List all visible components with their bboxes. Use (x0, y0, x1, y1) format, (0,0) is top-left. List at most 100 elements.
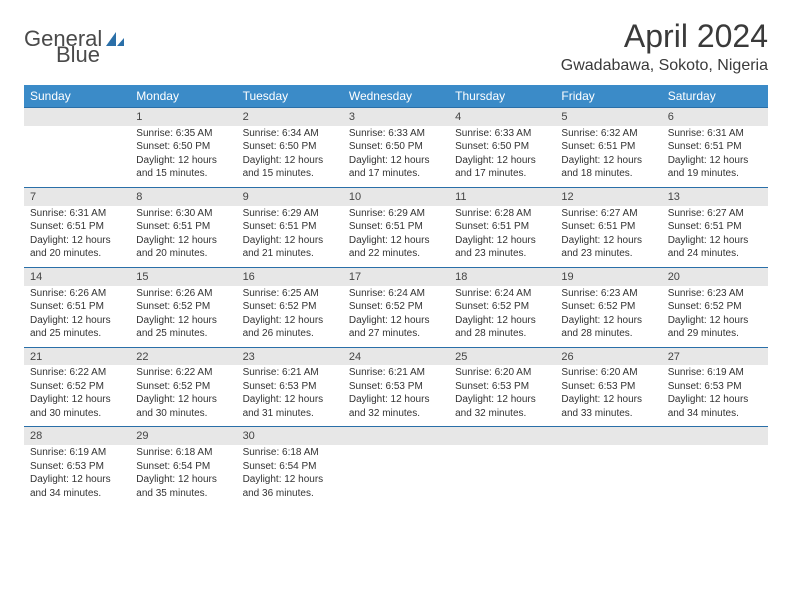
day-number-cell: 17 (343, 267, 449, 285)
day-number-cell: 5 (555, 108, 661, 126)
day-detail-cell: Sunrise: 6:26 AMSunset: 6:51 PMDaylight:… (24, 286, 130, 348)
day-detail-cell: Sunrise: 6:23 AMSunset: 6:52 PMDaylight:… (662, 286, 768, 348)
sunrise-text: Sunrise: 6:29 AM (243, 207, 337, 221)
sunrise-text: Sunrise: 6:30 AM (136, 207, 230, 221)
day-number-cell: 27 (662, 347, 768, 365)
daylight-text: Daylight: 12 hours and 28 minutes. (561, 314, 655, 341)
sunset-text: Sunset: 6:52 PM (243, 300, 337, 314)
day-number-cell: 16 (237, 267, 343, 285)
daylight-text: Daylight: 12 hours and 20 minutes. (136, 234, 230, 261)
day-number-cell: 7 (24, 187, 130, 205)
day-detail-cell (662, 445, 768, 506)
sunrise-text: Sunrise: 6:33 AM (349, 127, 443, 141)
sunrise-text: Sunrise: 6:19 AM (668, 366, 762, 380)
day-detail-cell: Sunrise: 6:22 AMSunset: 6:52 PMDaylight:… (130, 365, 236, 427)
sunset-text: Sunset: 6:54 PM (243, 460, 337, 474)
sunset-text: Sunset: 6:52 PM (668, 300, 762, 314)
sunset-text: Sunset: 6:53 PM (668, 380, 762, 394)
calendar-page: General April 2024 Gwadabawa, Sokoto, Ni… (0, 0, 792, 506)
day-detail-cell: Sunrise: 6:30 AMSunset: 6:51 PMDaylight:… (130, 206, 236, 268)
daylight-text: Daylight: 12 hours and 33 minutes. (561, 393, 655, 420)
sunrise-text: Sunrise: 6:26 AM (136, 287, 230, 301)
location-text: Gwadabawa, Sokoto, Nigeria (561, 57, 768, 75)
day-detail-cell: Sunrise: 6:21 AMSunset: 6:53 PMDaylight:… (237, 365, 343, 427)
day-detail-cell: Sunrise: 6:20 AMSunset: 6:53 PMDaylight:… (449, 365, 555, 427)
day-number-row: 78910111213 (24, 187, 768, 205)
daylight-text: Daylight: 12 hours and 30 minutes. (30, 393, 124, 420)
sunrise-text: Sunrise: 6:26 AM (30, 287, 124, 301)
day-number-row: 21222324252627 (24, 347, 768, 365)
sunset-text: Sunset: 6:53 PM (243, 380, 337, 394)
sunrise-text: Sunrise: 6:32 AM (561, 127, 655, 141)
daylight-text: Daylight: 12 hours and 29 minutes. (668, 314, 762, 341)
day-detail-row: Sunrise: 6:22 AMSunset: 6:52 PMDaylight:… (24, 365, 768, 427)
day-detail-cell: Sunrise: 6:23 AMSunset: 6:52 PMDaylight:… (555, 286, 661, 348)
day-detail-cell: Sunrise: 6:20 AMSunset: 6:53 PMDaylight:… (555, 365, 661, 427)
daylight-text: Daylight: 12 hours and 23 minutes. (455, 234, 549, 261)
sunset-text: Sunset: 6:51 PM (561, 220, 655, 234)
logo-sail-icon (104, 30, 126, 48)
daylight-text: Daylight: 12 hours and 26 minutes. (243, 314, 337, 341)
sunrise-text: Sunrise: 6:19 AM (30, 446, 124, 460)
daylight-text: Daylight: 12 hours and 20 minutes. (30, 234, 124, 261)
sunset-text: Sunset: 6:50 PM (455, 140, 549, 154)
day-detail-cell: Sunrise: 6:29 AMSunset: 6:51 PMDaylight:… (237, 206, 343, 268)
day-detail-cell: Sunrise: 6:18 AMSunset: 6:54 PMDaylight:… (130, 445, 236, 506)
day-number-cell: 26 (555, 347, 661, 365)
sunset-text: Sunset: 6:52 PM (136, 300, 230, 314)
day-number-cell: 9 (237, 187, 343, 205)
sunrise-text: Sunrise: 6:29 AM (349, 207, 443, 221)
day-number-row: 282930 (24, 427, 768, 445)
daylight-text: Daylight: 12 hours and 18 minutes. (561, 154, 655, 181)
day-detail-cell: Sunrise: 6:27 AMSunset: 6:51 PMDaylight:… (662, 206, 768, 268)
daylight-text: Daylight: 12 hours and 21 minutes. (243, 234, 337, 261)
sunset-text: Sunset: 6:53 PM (349, 380, 443, 394)
day-detail-cell: Sunrise: 6:32 AMSunset: 6:51 PMDaylight:… (555, 126, 661, 188)
sunset-text: Sunset: 6:52 PM (136, 380, 230, 394)
day-detail-cell: Sunrise: 6:35 AMSunset: 6:50 PMDaylight:… (130, 126, 236, 188)
weekday-wednesday: Wednesday (343, 85, 449, 108)
day-detail-cell: Sunrise: 6:34 AMSunset: 6:50 PMDaylight:… (237, 126, 343, 188)
daylight-text: Daylight: 12 hours and 17 minutes. (455, 154, 549, 181)
day-number-cell: 12 (555, 187, 661, 205)
sunrise-text: Sunrise: 6:31 AM (668, 127, 762, 141)
sunrise-text: Sunrise: 6:24 AM (349, 287, 443, 301)
day-number-cell: 29 (130, 427, 236, 445)
daylight-text: Daylight: 12 hours and 25 minutes. (30, 314, 124, 341)
sunset-text: Sunset: 6:52 PM (30, 380, 124, 394)
daylight-text: Daylight: 12 hours and 30 minutes. (136, 393, 230, 420)
day-number-cell (343, 427, 449, 445)
weekday-header-row: SundayMondayTuesdayWednesdayThursdayFrid… (24, 85, 768, 108)
day-detail-cell: Sunrise: 6:33 AMSunset: 6:50 PMDaylight:… (449, 126, 555, 188)
weekday-saturday: Saturday (662, 85, 768, 108)
day-detail-cell: Sunrise: 6:31 AMSunset: 6:51 PMDaylight:… (662, 126, 768, 188)
sunrise-text: Sunrise: 6:27 AM (668, 207, 762, 221)
sunset-text: Sunset: 6:53 PM (455, 380, 549, 394)
sunset-text: Sunset: 6:52 PM (455, 300, 549, 314)
day-number-cell: 18 (449, 267, 555, 285)
daylight-text: Daylight: 12 hours and 15 minutes. (243, 154, 337, 181)
sunrise-text: Sunrise: 6:20 AM (455, 366, 549, 380)
day-detail-cell: Sunrise: 6:26 AMSunset: 6:52 PMDaylight:… (130, 286, 236, 348)
sunrise-text: Sunrise: 6:31 AM (30, 207, 124, 221)
day-detail-cell: Sunrise: 6:24 AMSunset: 6:52 PMDaylight:… (449, 286, 555, 348)
day-detail-row: Sunrise: 6:35 AMSunset: 6:50 PMDaylight:… (24, 126, 768, 188)
daylight-text: Daylight: 12 hours and 23 minutes. (561, 234, 655, 261)
sunset-text: Sunset: 6:51 PM (668, 140, 762, 154)
sunrise-text: Sunrise: 6:35 AM (136, 127, 230, 141)
day-number-cell (449, 427, 555, 445)
sunset-text: Sunset: 6:51 PM (561, 140, 655, 154)
daylight-text: Daylight: 12 hours and 17 minutes. (349, 154, 443, 181)
day-number-cell (555, 427, 661, 445)
sunrise-text: Sunrise: 6:25 AM (243, 287, 337, 301)
sunrise-text: Sunrise: 6:24 AM (455, 287, 549, 301)
day-number-cell: 11 (449, 187, 555, 205)
day-detail-cell: Sunrise: 6:22 AMSunset: 6:52 PMDaylight:… (24, 365, 130, 427)
day-detail-cell: Sunrise: 6:19 AMSunset: 6:53 PMDaylight:… (24, 445, 130, 506)
header: General April 2024 Gwadabawa, Sokoto, Ni… (24, 18, 768, 75)
sunrise-text: Sunrise: 6:27 AM (561, 207, 655, 221)
day-number-cell: 3 (343, 108, 449, 126)
day-detail-row: Sunrise: 6:31 AMSunset: 6:51 PMDaylight:… (24, 206, 768, 268)
day-detail-row: Sunrise: 6:19 AMSunset: 6:53 PMDaylight:… (24, 445, 768, 506)
daylight-text: Daylight: 12 hours and 25 minutes. (136, 314, 230, 341)
